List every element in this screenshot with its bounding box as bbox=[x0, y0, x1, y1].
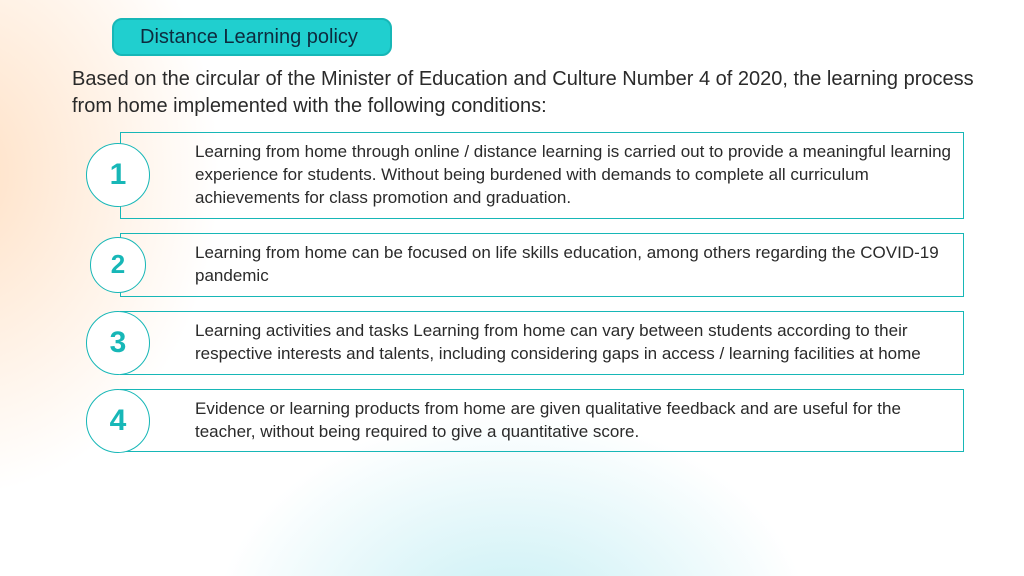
policy-item-number-badge: 4 bbox=[86, 389, 150, 453]
policy-item: Learning activities and tasks Learning f… bbox=[120, 311, 964, 375]
policy-item-number: 1 bbox=[110, 158, 127, 192]
policy-item-number: 4 bbox=[110, 404, 127, 438]
title-pill: Distance Learning policy bbox=[112, 18, 392, 56]
policy-item-text: Evidence or learning products from home … bbox=[195, 398, 951, 444]
policy-item-box: Learning from home can be focused on lif… bbox=[120, 233, 964, 297]
policy-item-number-badge: 2 bbox=[90, 237, 146, 293]
policy-item-number-badge: 1 bbox=[86, 143, 150, 207]
intro-text: Based on the circular of the Minister of… bbox=[72, 66, 976, 120]
policy-item: Learning from home can be focused on lif… bbox=[120, 233, 964, 297]
page-title: Distance Learning policy bbox=[140, 26, 358, 49]
policy-item-text: Learning activities and tasks Learning f… bbox=[195, 320, 951, 366]
policy-item: Evidence or learning products from home … bbox=[120, 389, 964, 453]
policy-item-number-badge: 3 bbox=[86, 311, 150, 375]
policy-list: Learning from home through online / dist… bbox=[120, 132, 964, 466]
policy-item-number: 2 bbox=[111, 249, 125, 280]
policy-item-box: Learning activities and tasks Learning f… bbox=[120, 311, 964, 375]
policy-item-box: Learning from home through online / dist… bbox=[120, 132, 964, 219]
policy-item-text: Learning from home through online / dist… bbox=[195, 141, 951, 210]
policy-item-number: 3 bbox=[110, 326, 127, 360]
policy-item-text: Learning from home can be focused on lif… bbox=[195, 242, 951, 288]
policy-item-box: Evidence or learning products from home … bbox=[120, 389, 964, 453]
policy-item: Learning from home through online / dist… bbox=[120, 132, 964, 219]
